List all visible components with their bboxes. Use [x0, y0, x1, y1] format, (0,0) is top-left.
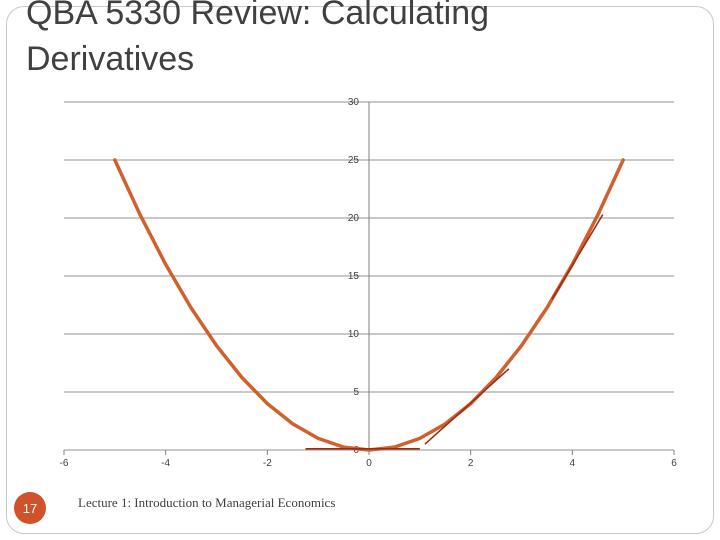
- slide-footer: Lecture 1: Introduction to Managerial Ec…: [78, 495, 336, 510]
- slide-frame: [6, 6, 714, 534]
- x-tick-label: 4: [570, 458, 576, 469]
- y-tick-label: 30: [348, 97, 360, 108]
- x-tick-label: -2: [263, 458, 272, 469]
- slide-number-badge: 17: [14, 492, 46, 524]
- y-tick-label: 0: [353, 445, 359, 456]
- tangent-line: [424, 368, 510, 445]
- y-tick-label: 15: [348, 271, 360, 282]
- y-tick-label: 20: [348, 213, 360, 224]
- x-tick-label: 6: [671, 458, 677, 469]
- y-tick-label: 25: [348, 155, 360, 166]
- y-tick-label: 5: [353, 387, 359, 398]
- slide-title: QBA 5330 Review: Calculating Derivatives: [26, 0, 490, 78]
- x-tick-label: 0: [366, 458, 372, 469]
- y-tick-label: 10: [348, 329, 360, 340]
- x-tick-label: -4: [161, 458, 170, 469]
- x-tick-label: -6: [60, 458, 69, 469]
- x-tick-label: 2: [468, 458, 474, 469]
- tangent-line: [551, 214, 604, 300]
